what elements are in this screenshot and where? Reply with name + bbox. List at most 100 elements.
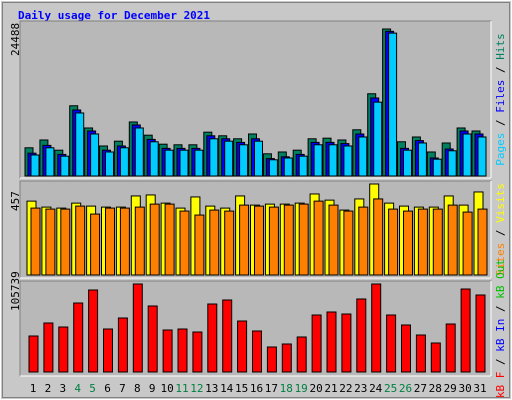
- x-tick-label: 1: [30, 382, 37, 395]
- bar: [90, 213, 101, 276]
- bar: [311, 314, 322, 373]
- legend-separator: /: [494, 299, 507, 319]
- bar: [103, 328, 113, 373]
- bar: [477, 208, 488, 276]
- bar: [177, 328, 188, 373]
- legend-entry: Hits: [494, 33, 507, 60]
- bar: [254, 205, 264, 276]
- bar: [415, 334, 426, 373]
- bar: [475, 294, 486, 373]
- bar: [224, 210, 235, 276]
- bar: [75, 112, 85, 177]
- bar: [60, 208, 71, 276]
- bar: [403, 210, 413, 276]
- bar: [239, 144, 249, 177]
- x-tick-label: 16: [250, 382, 263, 395]
- x-tick-label: 27: [414, 382, 427, 395]
- bar: [252, 330, 262, 373]
- bar: [432, 208, 443, 276]
- bar: [224, 140, 234, 177]
- bar: [447, 150, 457, 177]
- x-tick-label: 3: [59, 382, 66, 395]
- bar: [313, 144, 323, 177]
- legend-entry: kB In: [494, 319, 507, 352]
- bar: [445, 323, 456, 373]
- bar: [373, 198, 384, 276]
- bar: [222, 299, 233, 373]
- legend-separator: /: [494, 352, 507, 372]
- x-tick-label: 18: [280, 382, 293, 395]
- bar: [45, 147, 55, 177]
- bar: [417, 208, 428, 276]
- legend-entry: kB F: [494, 372, 507, 399]
- bar: [73, 302, 84, 373]
- bar: [132, 283, 143, 373]
- bar: [149, 141, 159, 177]
- bar: [266, 346, 277, 373]
- x-tick-label: 25: [384, 382, 397, 395]
- bar: [179, 210, 190, 276]
- bar: [268, 206, 279, 276]
- x-tick-label: 7: [119, 382, 126, 395]
- bar: [401, 324, 411, 373]
- bar: [239, 204, 250, 276]
- bar: [462, 211, 473, 276]
- x-tick-label: 24: [369, 382, 383, 395]
- bar: [298, 203, 309, 276]
- bar: [403, 149, 412, 177]
- bar: [105, 151, 114, 177]
- x-tick-label: 30: [458, 382, 471, 395]
- bar: [358, 206, 369, 276]
- bar: [45, 208, 56, 276]
- legend-entry: Pages: [494, 133, 507, 166]
- bar: [117, 317, 128, 373]
- x-tick-label: 19: [295, 382, 308, 395]
- bar: [281, 343, 292, 373]
- x-tick-label: 17: [265, 382, 278, 395]
- y-tick-label: 24488: [9, 23, 22, 56]
- x-tick-label: 4: [74, 382, 81, 395]
- bar: [134, 206, 145, 276]
- x-tick-label: 23: [354, 382, 367, 395]
- x-tick-label: 10: [160, 382, 173, 395]
- bar: [192, 331, 203, 373]
- legend-separator: /: [494, 113, 507, 133]
- x-tick-label: 5: [89, 382, 96, 395]
- bar: [119, 147, 129, 177]
- chart-title: Daily usage for December 2021: [18, 9, 210, 22]
- bar: [373, 101, 383, 177]
- x-tick-label: 20: [309, 382, 322, 395]
- x-tick-label: 6: [104, 382, 111, 395]
- bar: [328, 144, 338, 177]
- bar: [298, 155, 308, 177]
- bar: [268, 159, 278, 177]
- bar: [283, 204, 294, 276]
- bar: [343, 145, 353, 177]
- x-tick-label: 21: [324, 382, 337, 395]
- x-tick-label: 12: [190, 382, 203, 395]
- bar: [328, 204, 339, 276]
- x-tick-label: 15: [235, 382, 248, 395]
- x-tick-label: 26: [399, 382, 412, 395]
- y-tick-label: 105739: [9, 271, 22, 311]
- bar: [30, 154, 40, 177]
- bar: [43, 322, 54, 373]
- bar: [58, 326, 69, 373]
- x-tick-label: 13: [205, 382, 218, 395]
- bar: [209, 209, 220, 276]
- bar: [460, 288, 471, 373]
- legend: Sites / Visits: [494, 183, 507, 276]
- legend: Pages / Files / Hits: [494, 33, 507, 166]
- bar: [313, 200, 324, 276]
- bar: [462, 133, 472, 177]
- bar: [388, 208, 399, 276]
- legend-entry: Visits: [494, 183, 507, 223]
- bar: [164, 203, 175, 276]
- x-tick-label: 2: [45, 382, 52, 395]
- bar: [237, 320, 248, 373]
- x-tick-label: 22: [339, 382, 352, 395]
- bar: [283, 157, 293, 177]
- bar: [75, 205, 86, 276]
